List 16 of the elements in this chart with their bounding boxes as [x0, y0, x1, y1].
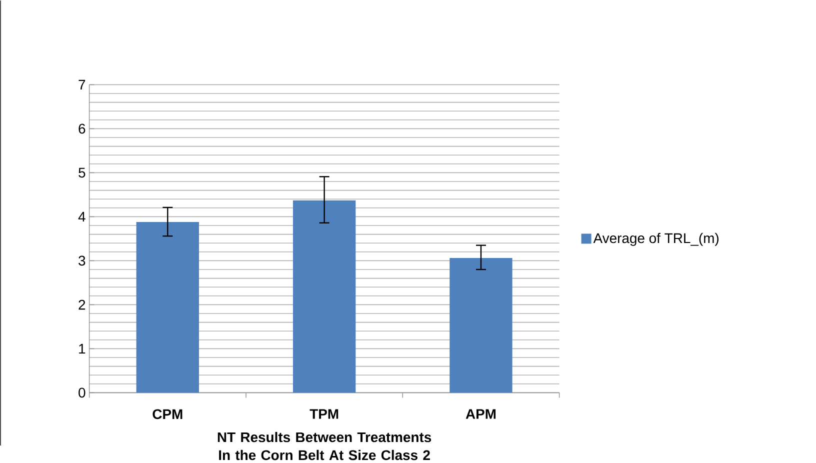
y-tick-label: 1	[79, 344, 86, 354]
bar	[292, 200, 356, 392]
x-tick-label: CPM	[152, 409, 182, 419]
y-tick-label: 0	[78, 388, 86, 398]
y-tick-label: 4	[78, 212, 86, 222]
y-tick-label: 5	[78, 168, 86, 178]
y-tick-label: 7	[78, 80, 86, 90]
y-tick-label: 2	[78, 300, 86, 310]
y-tick-label: 6	[78, 124, 86, 134]
x-tick-label: APM	[466, 409, 496, 419]
y-tick-label: 3	[78, 256, 86, 266]
bar	[450, 258, 512, 392]
x-axis-title: NT Results Between Treatments In the Corn Belt At Size Class 2	[218, 432, 432, 460]
legend-label: Average of TRL_(m)	[593, 232, 718, 246]
bar	[136, 222, 199, 392]
x-tick-label: TPM	[310, 409, 338, 419]
